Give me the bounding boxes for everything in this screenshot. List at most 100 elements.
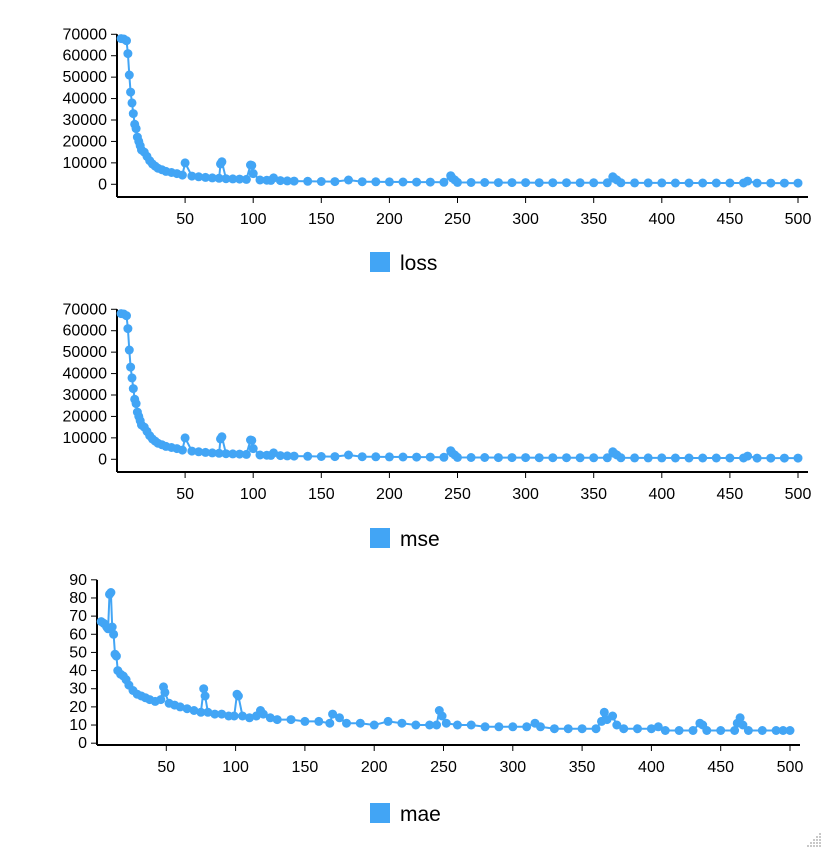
data-point[interactable] — [660, 726, 670, 735]
data-point[interactable] — [109, 629, 119, 639]
data-point[interactable] — [711, 178, 721, 188]
data-point[interactable] — [657, 178, 667, 188]
data-point[interactable] — [766, 453, 776, 463]
data-point[interactable] — [698, 178, 708, 188]
data-point[interactable] — [258, 709, 268, 719]
data-point[interactable] — [684, 453, 694, 463]
data-point[interactable] — [203, 707, 213, 717]
data-point[interactable] — [657, 453, 667, 463]
data-point[interactable] — [384, 177, 394, 187]
data-point[interactable] — [771, 726, 781, 735]
data-point[interactable] — [589, 178, 599, 188]
data-point[interactable] — [646, 724, 656, 734]
data-point[interactable] — [217, 432, 227, 442]
data-point[interactable] — [674, 726, 684, 735]
data-point[interactable] — [779, 178, 789, 188]
data-point[interactable] — [335, 713, 344, 723]
data-point[interactable] — [123, 49, 133, 59]
data-point[interactable] — [107, 622, 117, 632]
data-point[interactable] — [300, 716, 310, 726]
data-point[interactable] — [344, 175, 353, 185]
data-point[interactable] — [177, 445, 187, 455]
data-point[interactable] — [131, 124, 141, 134]
data-point[interactable] — [328, 709, 338, 719]
data-point[interactable] — [466, 453, 476, 462]
data-point[interactable] — [743, 176, 753, 186]
data-point[interactable] — [182, 704, 192, 714]
data-point[interactable] — [508, 722, 518, 732]
legend-swatch[interactable] — [370, 528, 390, 548]
data-point[interactable] — [127, 98, 137, 108]
data-point[interactable] — [521, 453, 531, 463]
data-point[interactable] — [238, 711, 247, 721]
data-point[interactable] — [716, 726, 726, 735]
data-point[interactable] — [207, 448, 217, 458]
data-point[interactable] — [235, 174, 245, 184]
data-point[interactable] — [425, 720, 435, 730]
data-point[interactable] — [355, 718, 365, 728]
data-point[interactable] — [180, 433, 190, 443]
data-point[interactable] — [549, 724, 559, 734]
data-point[interactable] — [630, 453, 640, 463]
data-point[interactable] — [265, 713, 275, 723]
data-point[interactable] — [466, 720, 476, 730]
data-point[interactable] — [235, 449, 245, 459]
data-point[interactable] — [314, 716, 324, 726]
data-point[interactable] — [612, 720, 622, 730]
data-point[interactable] — [180, 158, 190, 168]
data-point[interactable] — [432, 720, 442, 730]
data-point[interactable] — [738, 720, 748, 730]
data-point[interactable] — [480, 178, 490, 187]
data-point[interactable] — [303, 451, 313, 461]
data-point[interactable] — [643, 453, 653, 463]
data-point[interactable] — [128, 109, 138, 119]
data-point[interactable] — [275, 176, 285, 186]
data-point[interactable] — [575, 453, 585, 463]
data-point[interactable] — [688, 726, 698, 735]
resize-grip-icon[interactable] — [806, 832, 822, 848]
data-point[interactable] — [207, 173, 217, 183]
data-point[interactable] — [577, 724, 587, 734]
data-point[interactable] — [106, 588, 116, 597]
data-point[interactable] — [411, 720, 421, 730]
data-point[interactable] — [793, 178, 803, 188]
data-point[interactable] — [684, 178, 694, 188]
data-point[interactable] — [562, 453, 571, 463]
data-point[interactable] — [269, 173, 279, 183]
data-point[interactable] — [156, 695, 166, 705]
data-point[interactable] — [589, 453, 599, 463]
data-point[interactable] — [124, 345, 134, 355]
legend-swatch[interactable] — [370, 252, 390, 272]
data-point[interactable] — [187, 171, 197, 181]
data-point[interactable] — [616, 178, 626, 188]
data-point[interactable] — [289, 451, 299, 461]
data-point[interactable] — [398, 452, 408, 462]
data-point[interactable] — [425, 177, 435, 187]
data-point[interactable] — [228, 449, 238, 459]
data-point[interactable] — [330, 452, 340, 462]
data-point[interactable] — [602, 178, 612, 188]
data-point[interactable] — [521, 178, 531, 188]
data-point[interactable] — [272, 715, 282, 725]
data-point[interactable] — [316, 177, 326, 186]
data-point[interactable] — [342, 718, 351, 728]
data-point[interactable] — [189, 706, 199, 715]
data-point[interactable] — [599, 707, 609, 717]
data-point[interactable] — [199, 684, 209, 694]
data-point[interactable] — [177, 170, 187, 180]
legend-mae[interactable]: mae — [370, 803, 441, 826]
data-point[interactable] — [126, 87, 136, 97]
data-point[interactable] — [247, 435, 257, 445]
data-point[interactable] — [425, 452, 435, 462]
data-point[interactable] — [752, 178, 762, 188]
data-point[interactable] — [371, 177, 381, 187]
data-point[interactable] — [743, 451, 753, 461]
data-point[interactable] — [452, 720, 462, 730]
data-point[interactable] — [255, 450, 265, 460]
data-point[interactable] — [210, 709, 220, 719]
data-point[interactable] — [562, 178, 571, 188]
data-point[interactable] — [412, 177, 422, 187]
data-point[interactable] — [548, 178, 558, 188]
data-point[interactable] — [194, 172, 204, 182]
data-point[interactable] — [397, 718, 407, 728]
